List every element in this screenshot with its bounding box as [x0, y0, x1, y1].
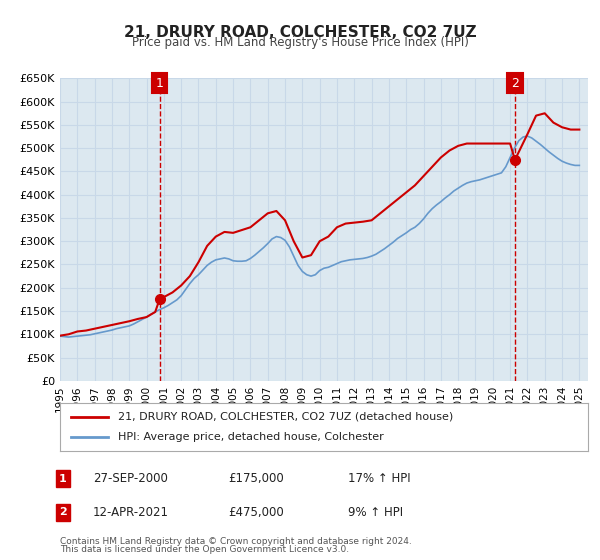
Text: 21, DRURY ROAD, COLCHESTER, CO2 7UZ: 21, DRURY ROAD, COLCHESTER, CO2 7UZ	[124, 25, 476, 40]
Text: 1: 1	[155, 77, 163, 90]
Text: £175,000: £175,000	[228, 472, 284, 486]
Text: 12-APR-2021: 12-APR-2021	[93, 506, 169, 519]
Text: 2: 2	[59, 507, 67, 517]
Text: 2: 2	[511, 77, 519, 90]
Text: 21, DRURY ROAD, COLCHESTER, CO2 7UZ (detached house): 21, DRURY ROAD, COLCHESTER, CO2 7UZ (det…	[118, 412, 454, 422]
Text: 9% ↑ HPI: 9% ↑ HPI	[348, 506, 403, 519]
Text: 17% ↑ HPI: 17% ↑ HPI	[348, 472, 410, 486]
Text: 1: 1	[59, 474, 67, 484]
Text: £475,000: £475,000	[228, 506, 284, 519]
Text: This data is licensed under the Open Government Licence v3.0.: This data is licensed under the Open Gov…	[60, 545, 349, 554]
Text: 27-SEP-2000: 27-SEP-2000	[93, 472, 168, 486]
Text: Contains HM Land Registry data © Crown copyright and database right 2024.: Contains HM Land Registry data © Crown c…	[60, 537, 412, 546]
Text: Price paid vs. HM Land Registry's House Price Index (HPI): Price paid vs. HM Land Registry's House …	[131, 36, 469, 49]
Text: HPI: Average price, detached house, Colchester: HPI: Average price, detached house, Colc…	[118, 432, 384, 442]
